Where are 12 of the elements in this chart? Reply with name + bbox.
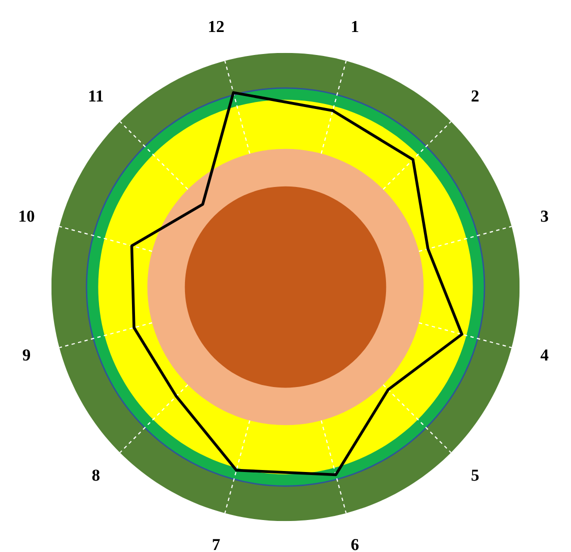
spoke-label: 12 bbox=[209, 21, 224, 32]
spoke-label: 5 bbox=[472, 470, 479, 481]
spoke-label: 4 bbox=[540, 349, 548, 360]
spoke-label: 3 bbox=[540, 210, 548, 222]
spoke-label: 11 bbox=[89, 90, 103, 102]
spoke-label: 9 bbox=[22, 349, 30, 361]
spoke-label: 2 bbox=[472, 90, 479, 102]
spoke-label: 7 bbox=[212, 539, 220, 550]
spoke-label: 1 bbox=[352, 21, 358, 32]
spoke-label: 8 bbox=[92, 470, 100, 481]
spoke-label: 6 bbox=[351, 539, 359, 550]
spoke-label: 10 bbox=[20, 210, 34, 222]
